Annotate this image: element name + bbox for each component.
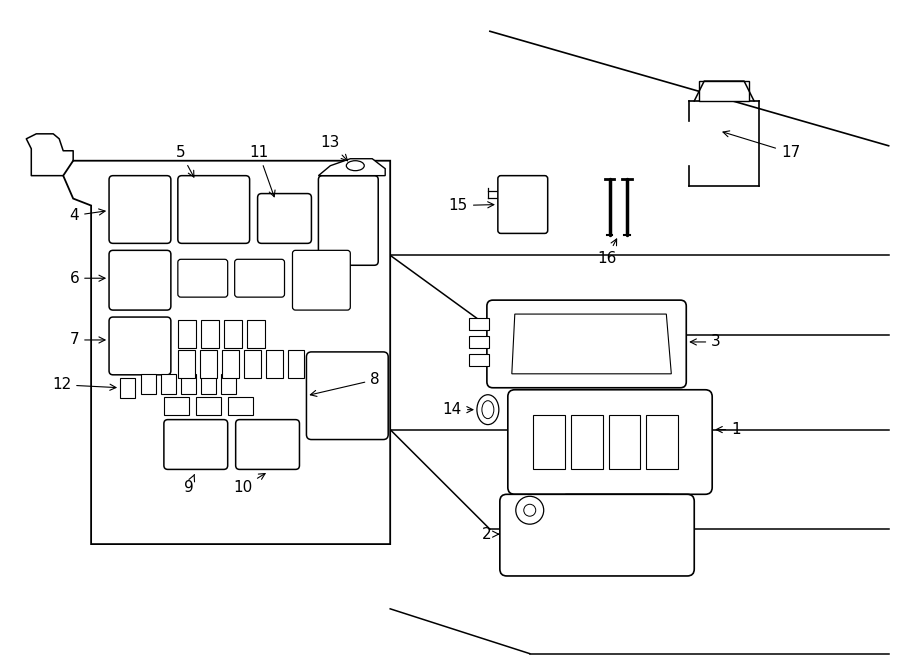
FancyBboxPatch shape (109, 251, 171, 310)
Text: 5: 5 (176, 145, 194, 177)
Text: 2: 2 (482, 527, 499, 541)
FancyBboxPatch shape (178, 176, 249, 243)
Bar (141, 374, 156, 394)
FancyBboxPatch shape (235, 259, 284, 297)
Bar (469, 318, 489, 330)
FancyBboxPatch shape (500, 494, 694, 576)
FancyBboxPatch shape (508, 390, 712, 494)
Bar (161, 374, 176, 394)
Bar (469, 354, 489, 366)
Text: 8: 8 (310, 372, 380, 397)
Text: 14: 14 (443, 402, 473, 417)
Bar (646, 414, 679, 469)
Ellipse shape (346, 161, 364, 171)
Polygon shape (63, 161, 391, 544)
Bar (469, 336, 489, 348)
Bar (224, 320, 241, 348)
Text: 15: 15 (449, 198, 494, 213)
FancyBboxPatch shape (236, 420, 300, 469)
FancyBboxPatch shape (498, 176, 548, 233)
Bar (181, 374, 196, 394)
Text: 17: 17 (723, 131, 800, 160)
Bar (164, 397, 189, 414)
Bar (196, 397, 220, 414)
Bar (178, 350, 194, 378)
Bar (201, 320, 219, 348)
Bar (287, 350, 304, 378)
Text: 13: 13 (320, 136, 347, 161)
FancyBboxPatch shape (319, 176, 378, 265)
FancyBboxPatch shape (109, 317, 171, 375)
FancyBboxPatch shape (562, 494, 672, 526)
FancyBboxPatch shape (306, 352, 388, 440)
Circle shape (516, 496, 544, 524)
Text: 1: 1 (716, 422, 741, 437)
Ellipse shape (477, 395, 499, 424)
Text: 7: 7 (69, 332, 105, 348)
Bar (608, 414, 641, 469)
Bar (200, 350, 217, 378)
Bar (266, 350, 283, 378)
FancyBboxPatch shape (178, 259, 228, 297)
FancyBboxPatch shape (109, 176, 171, 243)
Bar (178, 320, 196, 348)
Text: 3: 3 (690, 334, 721, 350)
Text: 9: 9 (184, 475, 194, 495)
Text: 12: 12 (52, 377, 116, 392)
Bar (247, 320, 265, 348)
Text: 11: 11 (249, 145, 275, 197)
FancyBboxPatch shape (164, 420, 228, 469)
FancyBboxPatch shape (292, 251, 350, 310)
Bar (220, 374, 236, 394)
Bar (571, 414, 602, 469)
Bar (120, 378, 135, 398)
Text: 10: 10 (233, 473, 266, 495)
Text: 16: 16 (597, 239, 617, 266)
FancyBboxPatch shape (487, 300, 687, 388)
Bar (533, 414, 564, 469)
Bar (244, 350, 261, 378)
Bar (699, 81, 749, 101)
Text: 6: 6 (69, 271, 105, 286)
Text: 4: 4 (69, 208, 105, 223)
Polygon shape (319, 159, 385, 176)
Bar (228, 397, 253, 414)
FancyBboxPatch shape (257, 194, 311, 243)
Bar (201, 374, 216, 394)
Bar (221, 350, 239, 378)
